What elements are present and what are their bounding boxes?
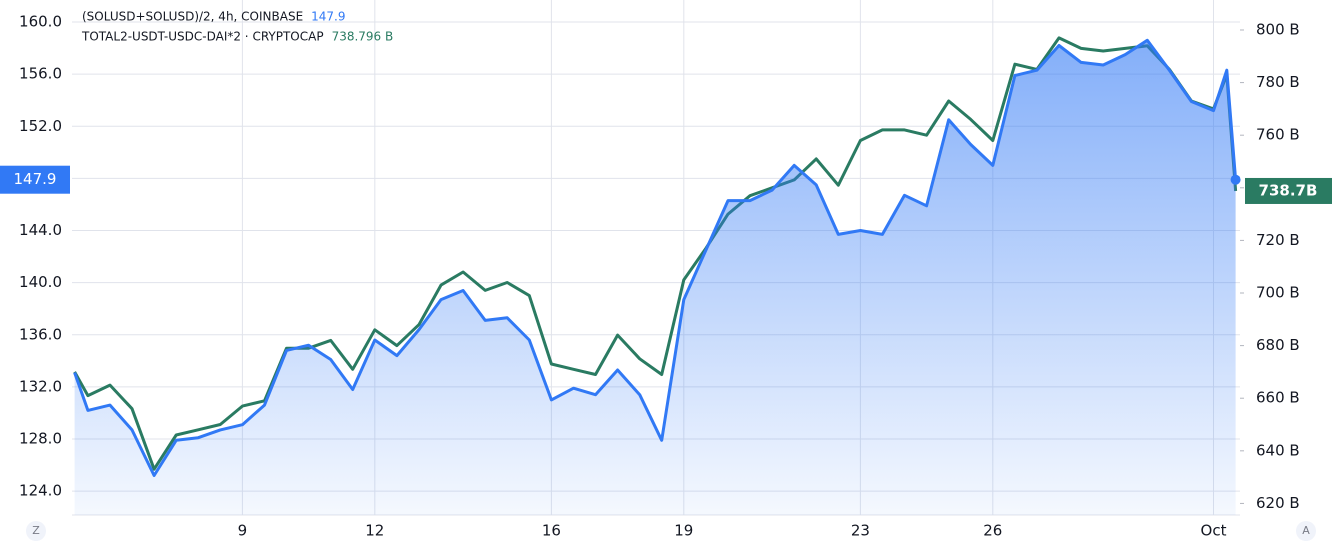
y-tick-label: 144.0 (19, 221, 62, 239)
y-tick-label: 132.0 (19, 377, 62, 395)
y2-tick-label: 780 B (1256, 73, 1300, 91)
y2-tick-label: 620 B (1256, 494, 1300, 512)
y2-tick-label: 700 B (1256, 284, 1300, 302)
area (74, 40, 1236, 516)
y-tick-label: 140.0 (19, 273, 62, 291)
legend-value: 147.9 (311, 10, 345, 24)
price-tag (0, 165, 70, 194)
x-tick-label: 16 (542, 522, 561, 540)
y2-tick-label: 720 B (1256, 231, 1300, 249)
y2-tick-label: 800 B (1256, 20, 1300, 38)
y-tick-label: 156.0 (19, 65, 62, 83)
y-tick-label: 128.0 (19, 430, 62, 448)
corner-button[interactable] (26, 521, 46, 541)
y2-tick-label: 660 B (1256, 389, 1300, 407)
legend-name: TOTAL2-USDT-USDC-DAI*2 · CRYPTOCAP (81, 30, 324, 44)
x-tick-label: 12 (365, 522, 384, 540)
y-tick-label: 152.0 (19, 117, 62, 135)
price-tag-label: 738.7B (1259, 181, 1318, 199)
last-point (1230, 174, 1241, 185)
y-tick-label: 124.0 (19, 482, 62, 500)
line (73, 36, 1238, 471)
corner-button-label: Z (32, 524, 40, 537)
x-tick-label: 9 (238, 522, 248, 540)
x-tick-label: 19 (674, 522, 693, 540)
y2-tick-label: 680 B (1256, 336, 1300, 354)
legend-name: (SOLUSD+SOLUSD)/2, 4h, COINBASE (82, 10, 303, 24)
price-tag-label: 147.9 (14, 170, 57, 188)
corner-button-label: A (1302, 524, 1310, 537)
line (73, 38, 1238, 477)
corner-button[interactable] (1296, 521, 1316, 541)
y2-tick-label: 640 B (1256, 441, 1300, 459)
price-tag (1245, 177, 1332, 204)
y-tick-label: 136.0 (19, 325, 62, 343)
x-tick-label: Oct (1201, 522, 1227, 540)
x-tick-label: 26 (983, 522, 1002, 540)
y-tick-label: 160.0 (19, 13, 62, 31)
legend-value: 738.796 B (332, 30, 394, 44)
x-tick-label: 23 (851, 522, 870, 540)
y2-tick-label: 760 B (1256, 126, 1300, 144)
